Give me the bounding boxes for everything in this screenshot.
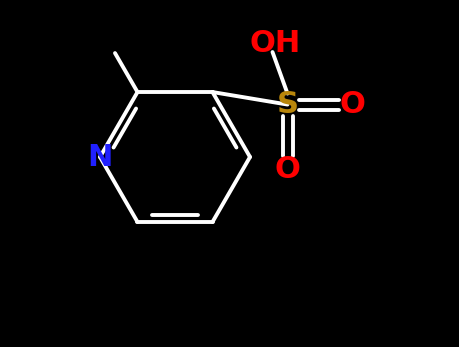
Text: N: N bbox=[87, 143, 113, 171]
Text: O: O bbox=[274, 155, 301, 184]
Text: S: S bbox=[276, 90, 298, 119]
Text: OH: OH bbox=[249, 29, 301, 58]
Text: O: O bbox=[340, 90, 365, 119]
